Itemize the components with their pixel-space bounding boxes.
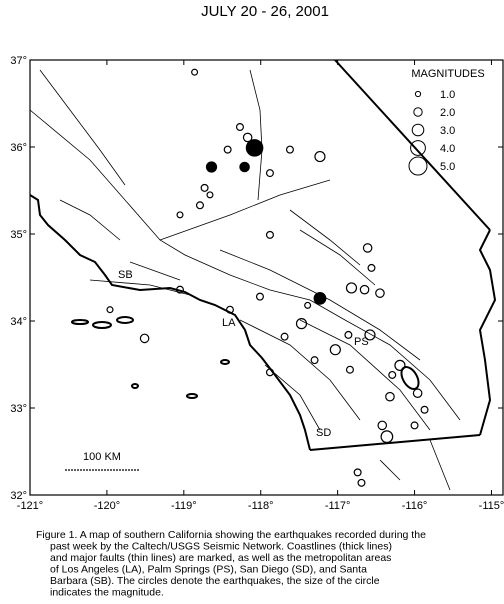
earthquake bbox=[225, 305, 234, 314]
earthquake bbox=[255, 292, 264, 301]
earthquake bbox=[239, 161, 250, 173]
x-tick-label: -118° bbox=[248, 500, 274, 512]
legend-symbol bbox=[414, 90, 422, 98]
earthquake bbox=[364, 329, 376, 341]
earthquake bbox=[385, 391, 395, 402]
earthquake bbox=[345, 365, 354, 374]
earthquake bbox=[295, 318, 308, 330]
y-tick-label: 34° bbox=[10, 316, 27, 328]
earthquake bbox=[353, 468, 362, 477]
y-tick-label: 33° bbox=[10, 403, 27, 415]
legend-label: 1.0 bbox=[440, 89, 455, 101]
place-label: LA bbox=[222, 317, 236, 329]
place-label: SB bbox=[118, 269, 133, 281]
caption-line: of Los Angeles (LA), Palm Springs (PS), … bbox=[50, 564, 367, 576]
earthquake bbox=[223, 145, 232, 154]
earthquake bbox=[313, 291, 327, 305]
earthquake bbox=[380, 430, 394, 444]
earthquake bbox=[245, 139, 264, 157]
y-tick-label: 32° bbox=[10, 490, 27, 502]
place-label: SD bbox=[316, 427, 331, 439]
earthquake bbox=[367, 263, 376, 272]
earthquake bbox=[200, 183, 209, 192]
earthquake bbox=[235, 122, 244, 131]
x-tick-label: -117° bbox=[325, 500, 351, 512]
earthquake bbox=[345, 282, 358, 294]
earthquake bbox=[195, 201, 204, 210]
place-label: PS bbox=[354, 336, 369, 348]
caption-line: Barbara (SB). The circles denote the ear… bbox=[50, 575, 380, 587]
earthquake bbox=[265, 169, 274, 178]
x-tick-label: -121° bbox=[17, 500, 43, 512]
earthquake bbox=[106, 306, 114, 314]
earthquake bbox=[344, 330, 353, 339]
legend-symbol bbox=[410, 140, 426, 156]
earthquake bbox=[265, 230, 274, 239]
earthquake bbox=[304, 301, 312, 309]
earthquake bbox=[314, 150, 326, 163]
y-tick-label: 35° bbox=[10, 229, 27, 241]
legend-symbol bbox=[408, 156, 428, 176]
earthquake bbox=[388, 370, 397, 379]
earthquake bbox=[205, 161, 218, 173]
caption-line: past week by the Caltech/USGS Seismic Ne… bbox=[50, 541, 392, 553]
coastlines bbox=[29, 59, 497, 451]
earthquake bbox=[242, 132, 253, 143]
legend-symbol bbox=[413, 107, 423, 117]
caption-line: indicates the magnitude. bbox=[50, 587, 164, 599]
earthquake bbox=[206, 191, 214, 199]
scale-bar-label: 100 KM bbox=[83, 451, 121, 463]
legend-label: 3.0 bbox=[440, 125, 455, 137]
earthquake bbox=[362, 243, 373, 253]
y-tick-label: 37° bbox=[10, 55, 27, 67]
legend-label: 2.0 bbox=[440, 107, 455, 119]
earthquake bbox=[394, 359, 406, 371]
earthquake bbox=[377, 420, 388, 431]
x-tick-label: -115° bbox=[479, 500, 504, 512]
earthquake bbox=[175, 285, 184, 294]
earthquake bbox=[265, 368, 274, 377]
legend-label: 4.0 bbox=[440, 143, 455, 155]
earthquake bbox=[420, 405, 429, 414]
earthquake bbox=[410, 421, 419, 430]
earthquake bbox=[412, 388, 423, 399]
legend-label: 5.0 bbox=[440, 161, 455, 173]
x-tick-label: -119° bbox=[171, 500, 197, 512]
map-title: JULY 20 - 26, 2001 bbox=[201, 3, 329, 20]
earthquake bbox=[357, 478, 366, 487]
legend-symbol bbox=[411, 123, 425, 137]
earthquake bbox=[310, 356, 319, 365]
caption-line: and major faults (thin lines) are marked… bbox=[50, 552, 391, 564]
earthquake bbox=[176, 211, 184, 219]
earthquake bbox=[329, 344, 341, 356]
earthquake bbox=[285, 145, 294, 154]
earthquake bbox=[280, 332, 289, 341]
map-frame bbox=[29, 59, 504, 496]
faults bbox=[29, 69, 461, 491]
earthquake bbox=[375, 288, 385, 298]
x-tick-label: -120° bbox=[94, 500, 120, 512]
earthquake bbox=[191, 68, 199, 76]
caption-line: Figure 1. A map of southern California s… bbox=[36, 529, 426, 541]
legend-title: MAGNITUDES bbox=[411, 68, 484, 80]
earthquake bbox=[139, 333, 150, 344]
x-tick-label: -116° bbox=[402, 500, 428, 512]
y-tick-label: 36° bbox=[10, 142, 27, 154]
earthquake bbox=[359, 284, 370, 295]
